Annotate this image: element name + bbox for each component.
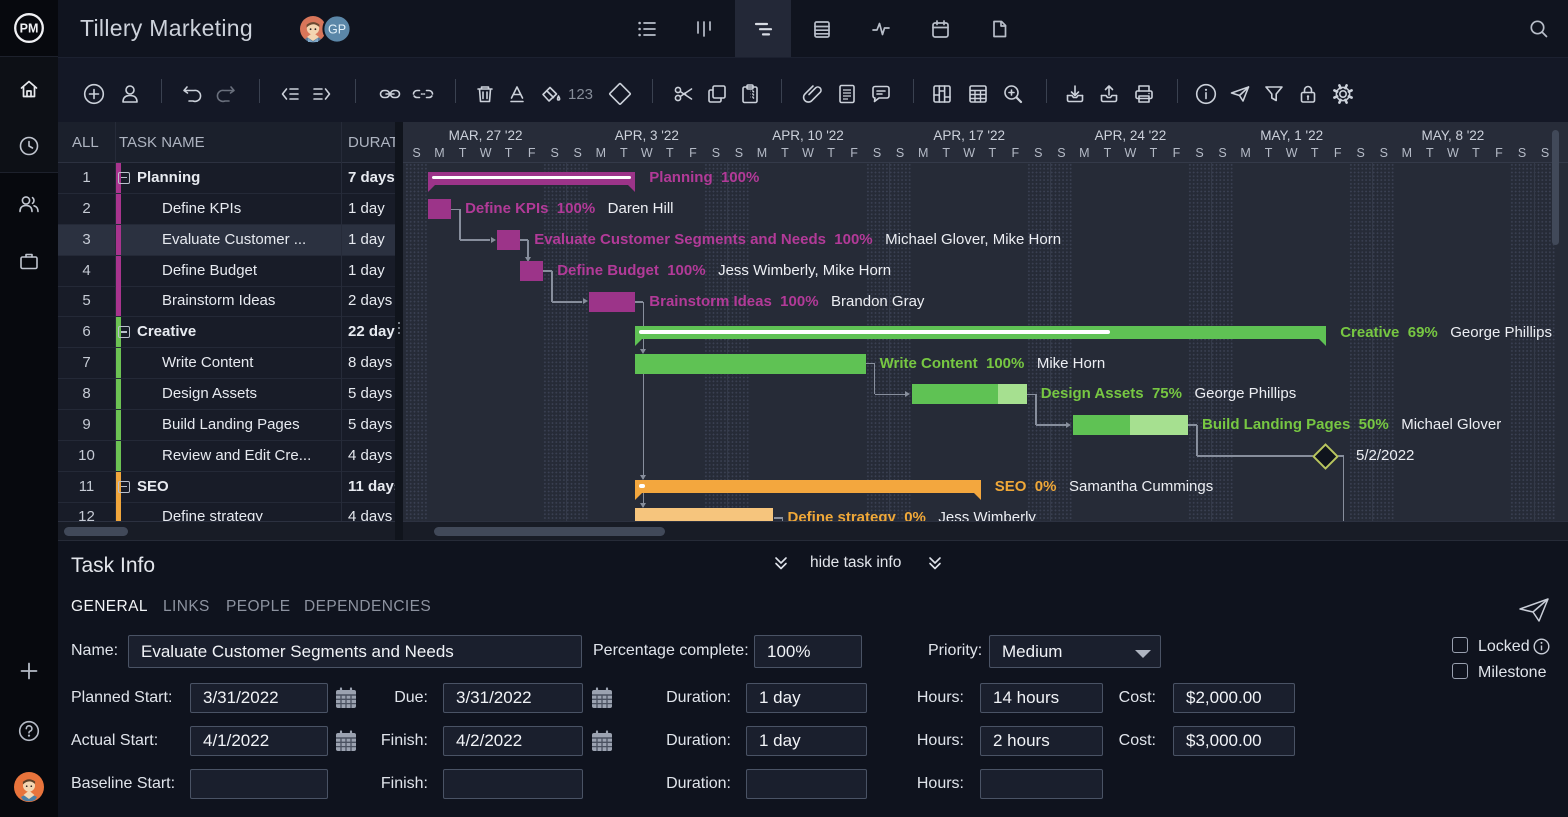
svg-text:GP: GP [328, 23, 346, 37]
svg-text:PM: PM [20, 22, 39, 36]
